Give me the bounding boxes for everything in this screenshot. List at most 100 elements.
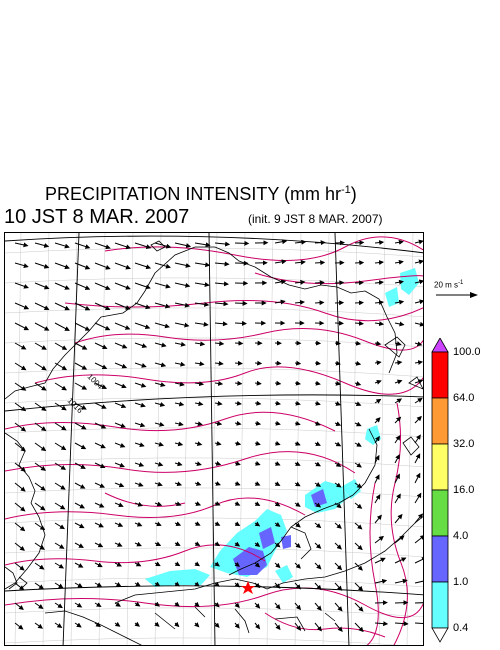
wind-arrow-icon <box>14 302 30 310</box>
wind-arrow-icon <box>54 322 70 331</box>
wind-arrow-icon <box>354 421 362 427</box>
wind-arrow-icon <box>314 582 322 591</box>
wind-arrow-icon <box>234 420 242 426</box>
wind-arrow-icon <box>334 401 342 406</box>
wind-arrow-icon <box>54 382 67 391</box>
wind-arrow-icon <box>314 421 321 426</box>
colorbar-legend: 100.0 64.0 32.0 16.0 4.0 1.0 0.4 <box>430 338 500 643</box>
wind-arrow-icon <box>354 562 363 571</box>
wind-arrow-icon <box>34 362 47 371</box>
wind-arrow-icon <box>214 602 220 608</box>
wind-arrow-icon <box>154 561 161 567</box>
wind-arrow-icon <box>254 562 261 568</box>
wind-arrow-icon <box>274 521 281 527</box>
wind-arrow-icon <box>214 360 224 366</box>
wind-arrow-icon <box>54 402 67 411</box>
wind-arrow-icon <box>54 482 66 490</box>
wind-arrow-icon <box>174 361 186 367</box>
wind-arrow-icon <box>354 462 362 468</box>
wind-arrow-icon <box>14 582 25 591</box>
wind-arrow-icon <box>234 622 240 629</box>
wind-arrow-icon <box>314 622 322 632</box>
wind-arrow-icon <box>254 622 261 630</box>
wind-arrow-icon <box>114 542 123 547</box>
wind-arrow-icon <box>334 380 341 386</box>
wind-arrow-icon <box>294 259 306 265</box>
wind-arrow-icon <box>134 402 146 408</box>
wind-arrow-icon <box>154 382 166 387</box>
wind-arrow-icon <box>294 481 301 487</box>
wind-arrow-icon <box>194 381 205 387</box>
wind-arrow-icon <box>274 299 286 305</box>
colorbar-tick-100: 100.0 <box>453 346 481 358</box>
wind-arrow-icon <box>134 382 147 388</box>
wind-arrow-icon <box>294 582 301 590</box>
wind-arrow-icon <box>14 562 25 571</box>
wind-arrow-icon <box>54 302 70 311</box>
colorbar-segment <box>431 535 449 583</box>
wind-arrow-icon <box>34 282 50 290</box>
wind-arrow-icon <box>274 481 281 486</box>
wind-arrow-icon <box>114 242 132 250</box>
wind-arrow-icon <box>54 422 67 431</box>
wind-arrow-icon <box>374 600 388 606</box>
precipitation-field <box>145 268 419 587</box>
wind-arrow-icon <box>314 441 321 446</box>
wind-arrow-icon <box>294 501 301 507</box>
wind-arrow-icon <box>114 382 127 389</box>
wind-arrow-icon <box>394 535 405 544</box>
wind-arrow-icon <box>174 341 186 347</box>
wind-arrow-icon <box>94 262 111 270</box>
wind-arrow-icon <box>134 482 144 487</box>
wind-arrow-icon <box>254 582 261 589</box>
wind-arrow-icon <box>354 360 362 366</box>
wind-arrow-icon <box>94 322 111 331</box>
wind-arrow-icon <box>34 322 50 331</box>
wind-arrow-icon <box>414 239 423 245</box>
wind-arrow-icon <box>354 240 365 246</box>
wind-arrow-icon <box>94 362 108 370</box>
wind-arrow-icon <box>354 340 362 346</box>
wind-arrow-icon <box>114 621 121 627</box>
wind-arrow-icon <box>234 360 243 366</box>
wind-arrow-icon <box>334 542 342 550</box>
wind-arrow-icon <box>374 240 385 246</box>
wind-arrow-icon <box>74 522 85 529</box>
wind-arrow-icon <box>234 300 248 306</box>
wind-arrow-icon <box>214 281 229 287</box>
wind-arrow-icon <box>274 400 281 406</box>
wind-arrow-icon <box>294 522 301 528</box>
wind-arrow-icon <box>154 242 172 249</box>
reference-vector-label: 20 m s-1 <box>434 280 464 290</box>
wind-arrow-icon <box>374 417 381 424</box>
wind-arrow-icon <box>334 360 341 366</box>
wind-arrow-icon <box>394 454 400 464</box>
wind-arrow-icon <box>394 279 404 285</box>
wind-arrow-icon <box>214 501 221 506</box>
wind-arrow-icon <box>414 341 423 347</box>
wind-arrow-icon <box>174 242 192 248</box>
lat-lon-grid <box>5 233 423 645</box>
wind-arrow-icon <box>374 621 389 627</box>
wind-arrow-icon <box>134 282 151 290</box>
wind-arrow-icon <box>154 421 165 427</box>
wind-arrow-icon <box>414 321 423 327</box>
wind-arrow-icon <box>394 259 404 265</box>
wind-arrow-icon <box>414 279 423 285</box>
wind-arrow-icon <box>14 462 26 472</box>
wind-arrow-icon <box>174 581 181 587</box>
wind-arrow-icon <box>254 420 262 426</box>
wind-arrow-icon <box>14 402 27 412</box>
wind-arrow-icon <box>74 462 86 469</box>
wind-arrow-icon <box>214 581 220 587</box>
wind-arrow-icon <box>414 602 423 604</box>
wind-arrow-icon <box>354 300 364 306</box>
wind-arrow-icon <box>274 239 288 245</box>
colorbar-tick-16: 16.0 <box>453 484 475 496</box>
wind-arrow-icon <box>394 513 403 524</box>
wind-arrow-icon <box>394 416 402 424</box>
wind-arrow-icon <box>114 302 131 310</box>
wind-arrow-icon <box>134 322 151 330</box>
wind-arrow-icon <box>74 322 91 331</box>
wind-arrow-icon <box>114 402 127 409</box>
